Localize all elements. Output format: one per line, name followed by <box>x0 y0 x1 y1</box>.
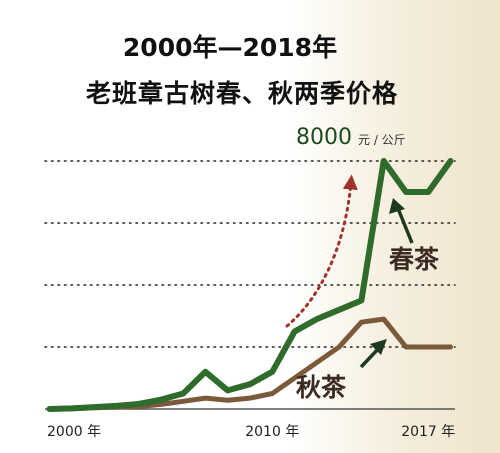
spring-label-pointer <box>395 205 414 244</box>
series-0-point <box>93 406 95 408</box>
series-0-point <box>405 191 407 193</box>
series-1-point <box>160 403 162 405</box>
autumn-pointer-head <box>370 339 387 355</box>
peak-annotation: 8000 元 / 公斤 <box>296 125 406 150</box>
series-0-point <box>382 160 384 162</box>
series-0-point <box>249 383 251 385</box>
series-0-point <box>427 191 429 193</box>
x-tick-label: 2017 年 <box>401 424 455 440</box>
series-1-point <box>427 346 429 348</box>
legend-autumn-label: 秋茶 <box>296 373 347 402</box>
legend-spring-label: 春茶 <box>389 245 440 274</box>
series-1-point <box>316 361 318 363</box>
series-1-point <box>405 346 407 348</box>
series-0-point <box>360 299 362 301</box>
spring-pointer-head <box>389 198 405 214</box>
series-0-point <box>227 389 229 391</box>
series-0-point <box>338 309 340 311</box>
series-1-point <box>182 400 184 402</box>
series-1-point <box>338 346 340 348</box>
series-0-point <box>204 371 206 373</box>
series-1-point <box>271 392 273 394</box>
series-0-point <box>48 408 50 410</box>
series-1-point <box>227 399 229 401</box>
series-0-point <box>316 318 318 320</box>
x-tick-label: 2010 年 <box>245 424 299 440</box>
series-0-point <box>449 160 451 162</box>
peak-annotation-unit: 元 / 公斤 <box>358 133 406 147</box>
series-1-point <box>204 397 206 399</box>
series-0-point <box>160 399 162 401</box>
series-1-point <box>449 346 451 348</box>
series-line-0 <box>46 158 454 412</box>
series-0-point <box>271 371 273 373</box>
series-0-point <box>137 403 139 405</box>
series-0-point <box>71 407 73 409</box>
peak-annotation-value: 8000 <box>296 125 352 150</box>
series-line-1 <box>47 316 453 412</box>
chart-title: 2000年—2018年 <box>122 33 338 62</box>
x-tick-label: 2000 年 <box>47 424 101 440</box>
series-0-point <box>293 330 295 332</box>
series-1-point <box>249 397 251 399</box>
chart-subtitle: 老班章古树春、秋两季价格 <box>85 79 398 108</box>
trend-arrow <box>285 174 358 328</box>
series-0-point <box>115 405 117 407</box>
series-0-point <box>182 392 184 394</box>
series-1-point <box>382 318 384 320</box>
series-1-point <box>360 321 362 323</box>
